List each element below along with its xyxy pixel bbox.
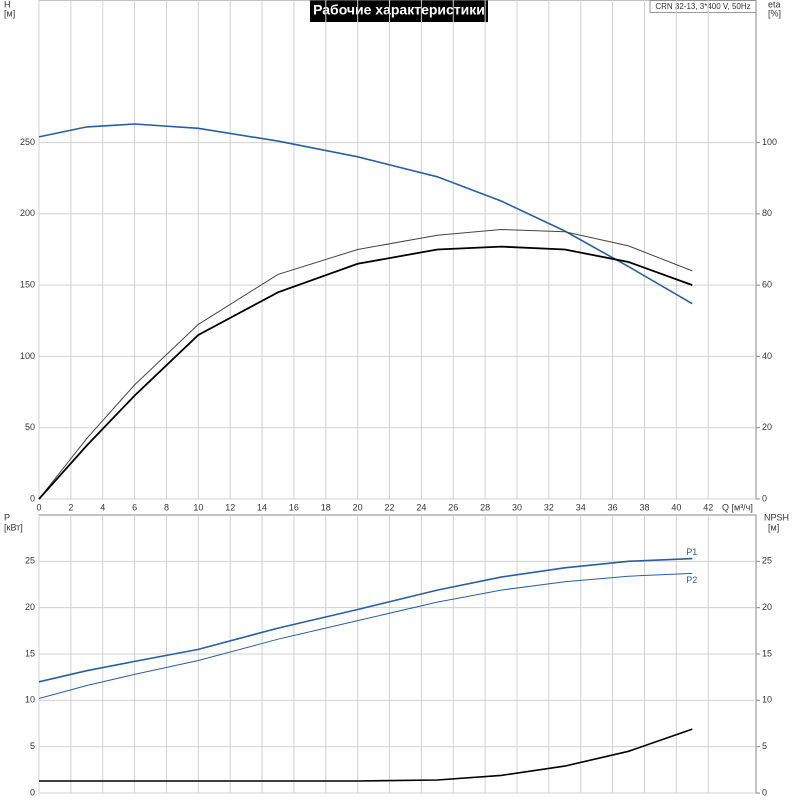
- y2-unit: [м]: [768, 522, 779, 532]
- line: [38, 245, 693, 500]
- plot-frame: [38, 0, 757, 500]
- x-tick-label: 14: [257, 502, 267, 512]
- y-tick-label: 5: [30, 741, 35, 751]
- line: [38, 572, 693, 699]
- y2-unit: [%]: [768, 8, 781, 18]
- y2-label: eta: [768, 0, 781, 9]
- x-tick-label: 28: [480, 502, 490, 512]
- y2-tick-label: 20: [762, 422, 772, 432]
- x-tick-label: 8: [164, 502, 169, 512]
- chart-title: Рабочие характеристики: [313, 2, 485, 18]
- y2-tick-label: 60: [762, 280, 772, 290]
- y2-tick-label: 100: [762, 137, 777, 147]
- y-tick-label: 100: [20, 351, 35, 361]
- y2-tick-label: 5: [762, 741, 767, 751]
- y-tick-label: 10: [25, 695, 35, 705]
- x-tick-label: 10: [193, 502, 203, 512]
- x-tick-label: 30: [512, 502, 522, 512]
- y-tick-label: 0: [30, 787, 35, 797]
- y2-tick-label: 20: [762, 602, 772, 612]
- y2-tick-label: 40: [762, 351, 772, 361]
- line: [39, 728, 693, 782]
- x-tick-label: 36: [608, 502, 618, 512]
- y2-tick-label: 0: [762, 493, 767, 503]
- y2-tick-label: 25: [762, 556, 772, 566]
- title-box: [310, 0, 488, 22]
- x-tick-label: 0: [36, 502, 41, 512]
- y-tick-label: 15: [25, 648, 35, 658]
- x-tick-label: 20: [353, 502, 363, 512]
- x-label: Q [м³/ч]: [722, 502, 753, 512]
- x-tick-label: 16: [289, 502, 299, 512]
- y-tick-label: 250: [20, 137, 35, 147]
- line: [38, 228, 693, 500]
- y-tick-label: 150: [20, 280, 35, 290]
- line: [38, 557, 693, 683]
- y2-tick-label: 0: [762, 787, 767, 797]
- x-tick-label: 34: [576, 502, 586, 512]
- x-tick-label: 22: [385, 502, 395, 512]
- legend-label: P2: [686, 575, 697, 585]
- y-tick-label: 50: [25, 422, 35, 432]
- y-label: H: [4, 0, 11, 9]
- x-tick-label: 2: [68, 502, 73, 512]
- y2-tick-label: 15: [762, 648, 772, 658]
- y-label: P: [4, 512, 10, 522]
- y-tick-label: 25: [25, 556, 35, 566]
- y2-tick-label: 10: [762, 695, 772, 705]
- y-unit: [м]: [4, 8, 15, 18]
- x-tick-label: 40: [671, 502, 681, 512]
- x-tick-label: 18: [321, 502, 331, 512]
- x-tick-label: 4: [100, 502, 105, 512]
- y2-label: NPSH: [764, 512, 789, 522]
- x-tick-label: 24: [416, 502, 426, 512]
- x-tick-label: 6: [132, 502, 137, 512]
- x-tick-label: 38: [639, 502, 649, 512]
- y-tick-label: 20: [25, 602, 35, 612]
- x-tick-label: 42: [703, 502, 713, 512]
- y-tick-label: 0: [30, 493, 35, 503]
- y2-tick-label: 80: [762, 208, 772, 218]
- y-tick-label: 200: [20, 208, 35, 218]
- x-tick-label: 26: [448, 502, 458, 512]
- line: [38, 123, 693, 305]
- x-tick-label: 12: [225, 502, 235, 512]
- y-unit: [кВт]: [4, 522, 23, 532]
- legend-label: P1: [686, 547, 697, 557]
- x-tick-label: 32: [544, 502, 554, 512]
- model-label: CRN 32-13, 3*400 V, 50Hz: [655, 2, 750, 11]
